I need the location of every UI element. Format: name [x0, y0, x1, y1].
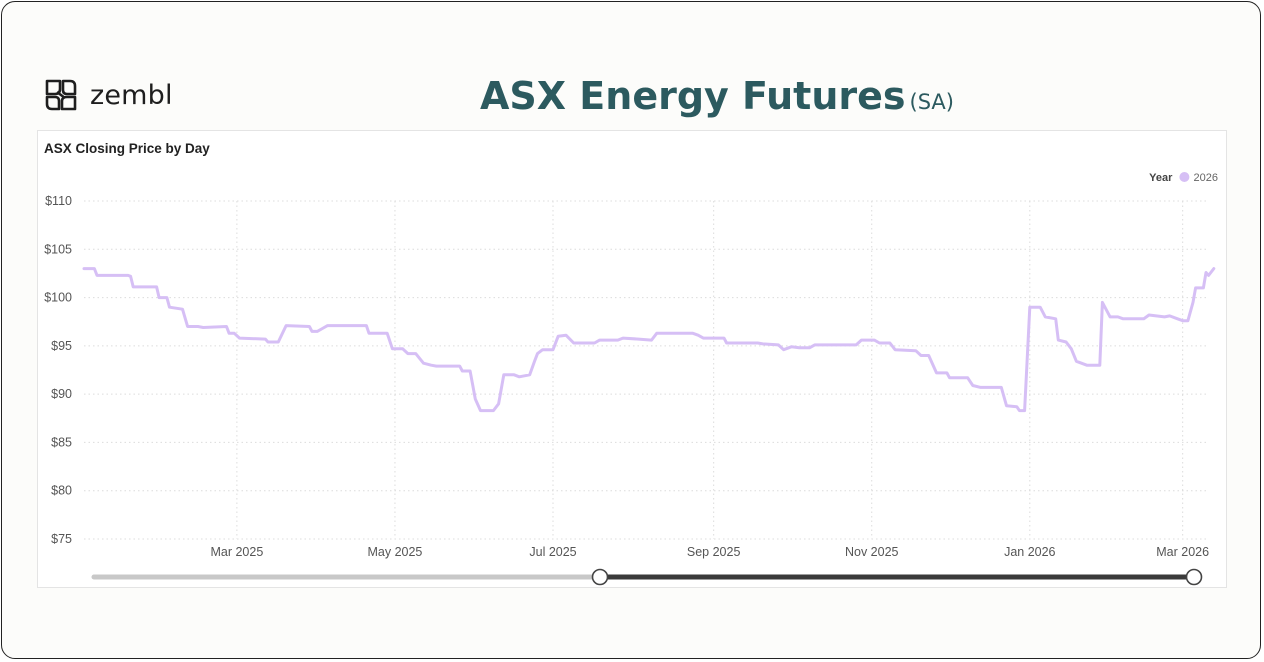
x-tick-label: Mar 2026: [1156, 545, 1209, 559]
legend-entry-label: 2026: [1194, 172, 1218, 184]
x-tick-label: Jan 2026: [1004, 545, 1055, 559]
legend: 2026 Year: [1149, 172, 1218, 184]
line-chart: ASX Closing Price by Day 2026 Year $75 $80…: [44, 141, 1218, 586]
y-tick-label: $85: [51, 435, 72, 449]
y-tick-label: $110: [45, 194, 72, 208]
logo-text: zembl: [90, 79, 173, 111]
slider-handle-start[interactable]: [591, 568, 609, 586]
x-tick-label: Jul 2025: [529, 545, 576, 559]
date-range-slider[interactable]: [91, 568, 1203, 586]
page-title-suffix: (SA): [909, 90, 954, 114]
x-tick-label: Sep 2025: [687, 545, 741, 559]
x-tick-label: Nov 2025: [845, 545, 899, 559]
chart-title: ASX Closing Price by Day: [44, 141, 210, 156]
legend-title: Year: [1149, 172, 1173, 184]
series-layer: [82, 267, 1216, 413]
zembl-logo: zembl: [44, 78, 173, 112]
y-tick-label: $80: [51, 484, 72, 498]
series-line-2026: [82, 267, 1216, 413]
slider-handle-end[interactable]: [1185, 568, 1203, 586]
gridlines: [84, 200, 1206, 540]
y-axis: $75 $80 $85 $90 $95 $100 $105 $110: [44, 194, 72, 546]
zembl-logo-icon: [45, 79, 77, 111]
x-tick-label: May 2025: [367, 545, 422, 559]
y-tick-label: $90: [51, 387, 72, 401]
y-tick-label: $75: [51, 532, 72, 546]
y-tick-label: $100: [44, 291, 72, 305]
page-title: ASX Energy Futures (SA): [2, 74, 1260, 118]
x-tick-label: Mar 2025: [210, 545, 263, 559]
page-title-main: ASX Energy Futures: [480, 74, 906, 118]
x-axis: Mar 2025 May 2025 Jul 2025 Sep 2025 Nov 2025…: [210, 545, 1209, 559]
y-tick-label: $105: [44, 242, 72, 256]
y-tick-label: $95: [51, 339, 72, 353]
legend-marker: [1179, 172, 1190, 182]
chart-card: ASX Closing Price by Day 2026 Year $75 $80…: [37, 130, 1227, 588]
